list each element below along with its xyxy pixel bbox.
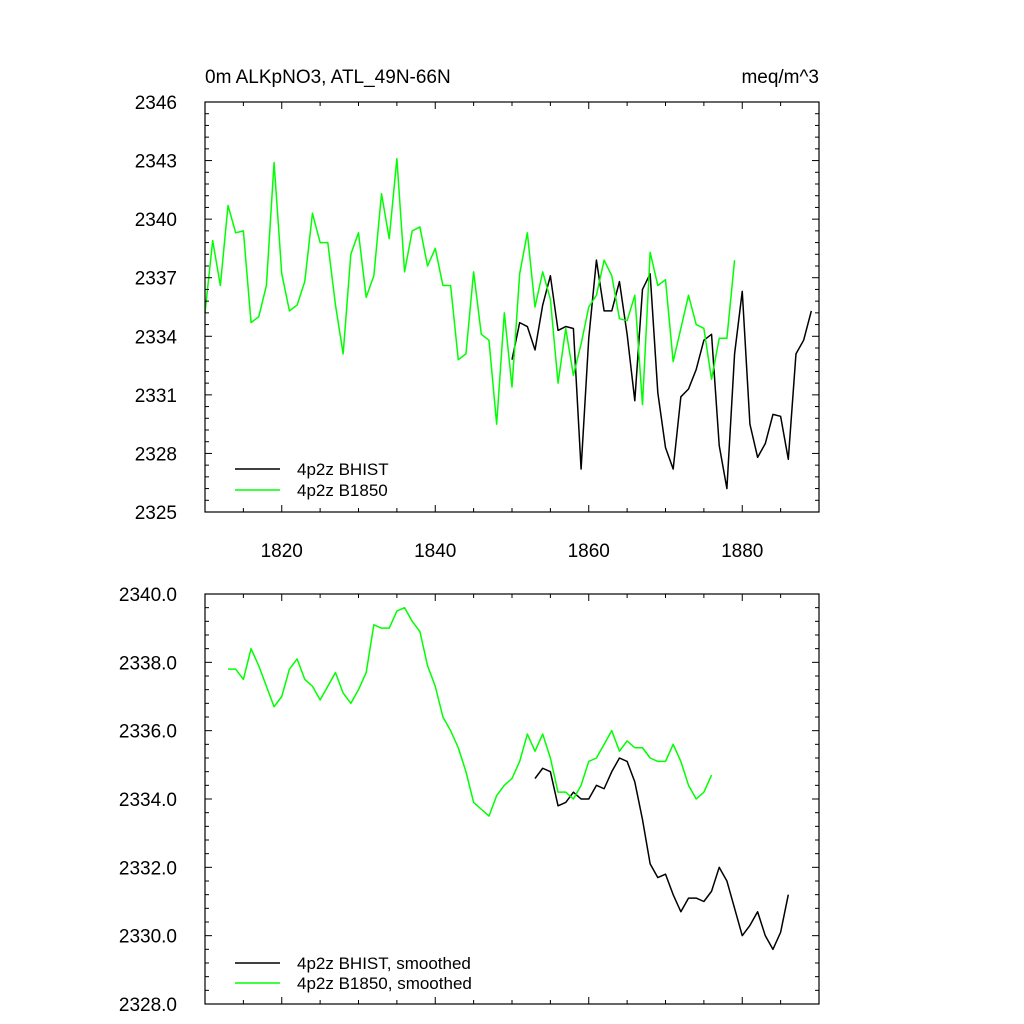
y-tick-label-2332: 2332.0	[119, 858, 177, 879]
y-tick-label-2328: 2328.0	[119, 995, 177, 1016]
bottom-series-layer	[228, 606, 790, 951]
x-tick-label-1860: 1860	[568, 541, 610, 562]
y-tick-label-2337: 2337	[135, 269, 177, 290]
y-tick-label-2336: 2336.0	[119, 722, 177, 743]
chart-title: 0m ALKpNO3, ATL_49N-66N	[205, 67, 451, 88]
top-legend: 4p2z BHIST 4p2z B1850	[235, 460, 389, 500]
y-tick-label-2338: 2338.0	[119, 653, 177, 674]
bottom-panel: 2328.0 2330.0 2332.0 2334.0 2336.0 2338.0 2340…	[119, 585, 820, 1016]
legend-label-bhist-smoothed: 4p2z BHIST, smoothed	[297, 954, 471, 973]
legend-label-b1850-smoothed: 4p2z B1850, smoothed	[297, 974, 472, 993]
legend-label-bhist: 4p2z BHIST	[297, 460, 389, 479]
y-tick-label-2340: 2340.0	[119, 585, 177, 606]
series-line-4p2z-b1850	[204, 157, 736, 425]
y-tick-label-2340: 2340	[135, 210, 177, 231]
y-tick-label-2346: 2346	[135, 93, 177, 114]
bottom-plot-frame	[204, 593, 820, 1005]
series-line-4p2z-bhist-smoothed	[534, 757, 790, 951]
top-series-layer	[204, 157, 813, 490]
bottom-ticks-layer: 2328.0 2330.0 2332.0 2334.0 2336.0 2338.0 2340…	[119, 585, 819, 1016]
series-line-4p2z-bhist	[511, 259, 813, 490]
bottom-legend: 4p2z BHIST, smoothed 4p2z B1850, smoothe…	[235, 954, 472, 993]
y-tick-label-2331: 2331	[135, 386, 177, 407]
x-tick-label-1820: 1820	[261, 541, 303, 562]
y-tick-label-2334: 2334.0	[119, 790, 177, 811]
y-tick-label-2325: 2325	[135, 503, 177, 524]
units-label: meq/m^3	[741, 67, 819, 88]
y-tick-label-2328: 2328	[135, 444, 177, 465]
y-tick-label-2334: 2334	[135, 327, 178, 348]
top-panel: 1820 1840 1860 1880 2325 2328 2331 2334 2337 2340…	[135, 93, 820, 562]
y-tick-label-2330: 2330.0	[119, 927, 177, 948]
top-plot-frame	[204, 101, 820, 513]
y-tick-label-2343: 2343	[135, 152, 177, 173]
series-line-4p2z-b1850-smoothed	[228, 606, 713, 817]
legend-label-b1850: 4p2z B1850	[297, 481, 388, 500]
top-ticks-layer: 1820 1840 1860 1880 2325 2328 2331 2334 2337 2340…	[135, 93, 819, 562]
x-tick-label-1880: 1880	[721, 541, 763, 562]
x-tick-label-1840: 1840	[414, 541, 456, 562]
